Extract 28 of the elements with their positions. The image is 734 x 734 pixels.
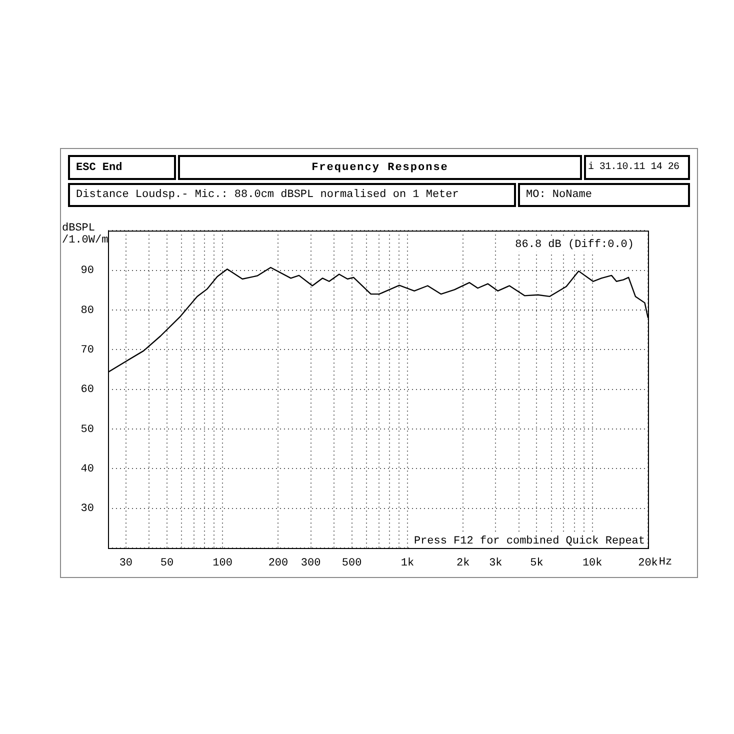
x-tick-label: 10k [582,558,603,570]
y-tick-label: 50 [80,424,94,436]
text: i 31.10.11 14 26 [584,155,690,180]
x-tick-label: 1k [400,558,414,570]
y-tick-label: 80 [80,304,94,317]
y-tick-label: 30 [80,503,94,516]
text: Distance Loudsp.- Mic.: 88.0cm dBSPL normalised on 1 Meter [68,183,516,207]
text: MO: NoName [518,183,690,207]
x-tick-label: 30 [119,558,133,570]
y-tick-label: 60 [80,384,94,396]
x-tick-label: 20k [638,558,658,570]
x-tick-label: 5k [530,558,544,570]
annotation: Press F12 for combined Quick Repeat [414,535,645,548]
x-tick-label: 500 [342,558,362,570]
annotation: 86.8 dB (Diff:0.0) [515,239,634,252]
x-tick-label: 300 [300,558,321,570]
x-tick-label: 100 [212,558,232,570]
y-tick-label: 90 [80,265,94,278]
x-tick-label: 50 [160,558,174,570]
chart-title: Frequency Response [178,155,582,180]
x-tick-label: 2k [456,558,470,570]
y-tick-label: 40 [80,464,94,476]
x-axis-title: Hz [658,556,672,568]
y-axis-title: dBSPL /1.0W/m [62,222,109,246]
text: ESC End [68,155,176,180]
x-tick-label: 200 [268,558,288,570]
y-tick-label: 70 [80,344,94,357]
x-tick-label: 3k [489,558,503,570]
